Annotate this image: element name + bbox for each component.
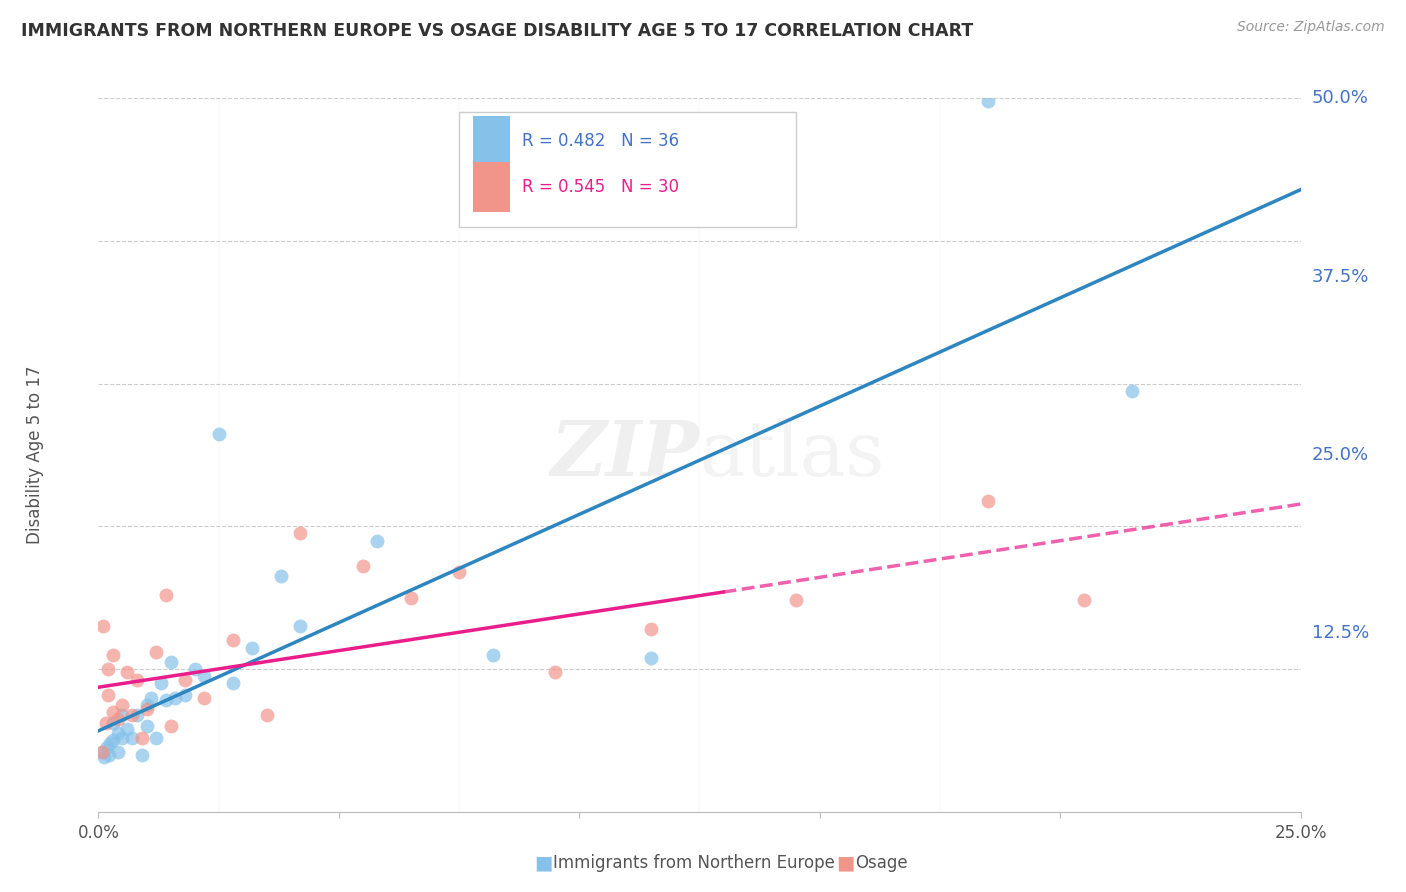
- Text: Immigrants from Northern Europe: Immigrants from Northern Europe: [553, 855, 834, 872]
- Point: [270, 569, 292, 583]
- Point: [640, 622, 662, 636]
- Point: [256, 707, 278, 722]
- Text: 50.0%: 50.0%: [1312, 89, 1368, 107]
- Text: R = 0.545   N = 30: R = 0.545 N = 30: [522, 178, 679, 196]
- Point: [155, 693, 177, 707]
- Text: ■: ■: [837, 854, 855, 872]
- Text: Osage: Osage: [855, 855, 907, 872]
- Point: [222, 676, 245, 690]
- Point: [117, 722, 139, 736]
- Point: [159, 655, 181, 669]
- Point: [135, 702, 157, 716]
- Point: [101, 716, 124, 731]
- Point: [141, 690, 163, 705]
- Point: [101, 705, 124, 719]
- Point: [785, 593, 807, 607]
- Point: [159, 719, 181, 733]
- Point: [977, 493, 1000, 508]
- Point: [544, 665, 567, 679]
- Point: [98, 747, 121, 762]
- Point: [135, 719, 157, 733]
- Text: IMMIGRANTS FROM NORTHERN EUROPE VS OSAGE DISABILITY AGE 5 TO 17 CORRELATION CHAR: IMMIGRANTS FROM NORTHERN EUROPE VS OSAGE…: [21, 22, 973, 40]
- Point: [155, 588, 177, 602]
- Point: [107, 745, 129, 759]
- Text: Source: ZipAtlas.com: Source: ZipAtlas.com: [1237, 20, 1385, 34]
- Point: [101, 648, 124, 662]
- Point: [183, 662, 205, 676]
- Text: 12.5%: 12.5%: [1312, 624, 1369, 642]
- Point: [135, 698, 157, 712]
- Point: [107, 726, 129, 740]
- Point: [208, 426, 231, 441]
- Point: [111, 731, 134, 745]
- Point: [111, 698, 134, 712]
- Point: [121, 731, 143, 745]
- Text: R = 0.482   N = 36: R = 0.482 N = 36: [522, 132, 679, 150]
- Point: [97, 688, 120, 702]
- Point: [481, 648, 503, 662]
- Point: [145, 731, 167, 745]
- Point: [193, 669, 215, 683]
- Point: [121, 707, 143, 722]
- Point: [447, 565, 470, 579]
- Point: [1121, 384, 1143, 398]
- Point: [91, 745, 114, 759]
- Text: 25.0%: 25.0%: [1312, 446, 1369, 464]
- Point: [101, 733, 124, 747]
- Point: [165, 690, 187, 705]
- Point: [117, 665, 139, 679]
- Point: [193, 690, 215, 705]
- Point: [91, 745, 114, 759]
- Point: [1073, 593, 1095, 607]
- Text: 37.5%: 37.5%: [1312, 268, 1369, 285]
- Point: [107, 712, 129, 726]
- Point: [399, 591, 422, 605]
- Point: [131, 731, 153, 745]
- Point: [93, 750, 115, 764]
- Point: [96, 740, 118, 755]
- Bar: [474, 162, 509, 212]
- Point: [149, 676, 172, 690]
- Point: [97, 662, 120, 676]
- Point: [640, 650, 662, 665]
- Text: atlas: atlas: [699, 418, 884, 491]
- Point: [174, 688, 197, 702]
- Point: [290, 619, 312, 633]
- Bar: [474, 116, 509, 166]
- Point: [100, 736, 122, 750]
- Point: [352, 559, 374, 574]
- Point: [366, 533, 388, 548]
- Point: [977, 94, 1000, 108]
- Point: [174, 673, 197, 688]
- Text: ZIP: ZIP: [551, 418, 699, 491]
- Point: [94, 716, 117, 731]
- Text: ■: ■: [534, 854, 553, 872]
- Point: [125, 707, 148, 722]
- Point: [240, 640, 263, 655]
- Y-axis label: Disability Age 5 to 17: Disability Age 5 to 17: [27, 366, 45, 544]
- Point: [131, 747, 153, 762]
- Point: [91, 619, 114, 633]
- Point: [125, 673, 148, 688]
- Bar: [458, 112, 796, 227]
- Point: [145, 645, 167, 659]
- Point: [111, 707, 134, 722]
- Point: [290, 526, 312, 541]
- Point: [222, 633, 245, 648]
